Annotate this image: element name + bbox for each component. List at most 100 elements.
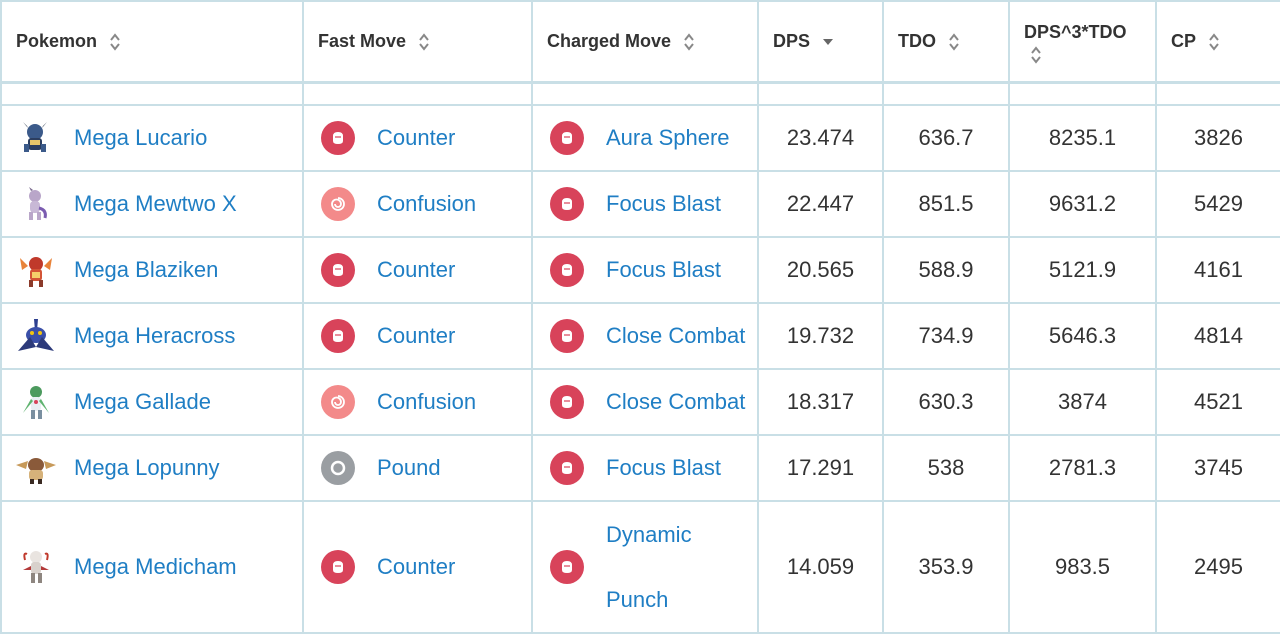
- fast-move-link[interactable]: Counter: [377, 323, 456, 348]
- column-header-dps[interactable]: DPS: [757, 0, 884, 84]
- column-header-label: Fast Move: [318, 30, 407, 51]
- pokemon-cell: Mega Heracross: [0, 302, 304, 370]
- pokemon-link[interactable]: Mega Lopunny: [74, 455, 220, 480]
- pokemon-cell: Mega Gallade: [0, 368, 304, 436]
- cp-value: 3826: [1155, 104, 1280, 172]
- tdo-value: 851.5: [882, 170, 1010, 238]
- fast-move-cell: Counter: [302, 500, 533, 634]
- pokemon-link[interactable]: Mega Blaziken: [74, 257, 219, 282]
- fast-move-link[interactable]: Confusion: [377, 191, 477, 216]
- mega-blaziken-sprite-icon: [14, 250, 58, 290]
- dps3tdo-value: 983.5: [1008, 500, 1157, 634]
- dps-value: 19.732: [757, 302, 884, 370]
- sort-both-icon: [1208, 33, 1219, 51]
- fast-move-cell: Confusion: [302, 170, 533, 238]
- cp-value: 3745: [1155, 434, 1280, 502]
- dps-value: 14.059: [757, 500, 884, 634]
- column-header-tdo[interactable]: TDO: [882, 0, 1010, 84]
- pokemon-link[interactable]: Mega Gallade: [74, 389, 211, 414]
- column-header-dps3tdo[interactable]: DPS^3*TDO: [1008, 0, 1157, 84]
- dps-value: 23.474: [757, 104, 884, 172]
- pokemon-cell: Mega Lopunny: [0, 434, 304, 502]
- charged-move-cell: Focus Blast: [531, 236, 759, 304]
- charged-move-cell: Aura Sphere: [531, 104, 759, 172]
- fast-move-cell: Confusion: [302, 368, 533, 436]
- table-row: Mega Mewtwo X Confusion Focus Blast 22.4…: [0, 170, 1280, 238]
- sort-both-icon: [684, 33, 694, 51]
- charged-move-link[interactable]: Focus Blast: [606, 257, 721, 282]
- fighting-type-icon: [321, 319, 355, 353]
- charged-move-link[interactable]: Close Combat: [606, 389, 746, 414]
- fast-move-link[interactable]: Pound: [377, 455, 441, 480]
- fast-move-link[interactable]: Counter: [377, 125, 456, 150]
- table-row: Mega Medicham Counter Dynamic Punch 14.0…: [0, 500, 1280, 634]
- dps3tdo-value: 2781.3: [1008, 434, 1157, 502]
- charged-move-link[interactable]: Focus Blast: [606, 455, 721, 480]
- cp-value: 4814: [1155, 302, 1280, 370]
- tdo-value: 636.7: [882, 104, 1010, 172]
- dps-value: 20.565: [757, 236, 884, 304]
- charged-move-link[interactable]: Dynamic Punch: [606, 502, 692, 632]
- filter-cell[interactable]: [882, 81, 1010, 106]
- sort-both-icon: [419, 33, 429, 51]
- sort-both-icon: [1031, 45, 1041, 64]
- pokemon-link[interactable]: Mega Heracross: [74, 323, 236, 348]
- charged-move-link-line2: Punch: [606, 587, 669, 612]
- normal-type-icon: [321, 451, 355, 485]
- pokemon-cell: Mega Medicham: [0, 500, 304, 634]
- filter-cell[interactable]: [531, 81, 759, 106]
- column-header-charged-move[interactable]: Charged Move: [531, 0, 759, 84]
- pokemon-link[interactable]: Mega Mewtwo X: [74, 191, 237, 216]
- mega-mewtwo-x-sprite-icon: [14, 184, 58, 224]
- charged-move-link[interactable]: Close Combat: [606, 323, 746, 348]
- pokemon-link[interactable]: Mega Lucario: [74, 125, 208, 150]
- pokemon-cell: Mega Lucario: [0, 104, 304, 172]
- column-header-fast-move[interactable]: Fast Move: [302, 0, 533, 84]
- table-header-row: Pokemon Fast Move Charged Move DPS TDO D…: [0, 0, 1280, 84]
- mega-lopunny-sprite-icon: [14, 448, 58, 488]
- tdo-value: 734.9: [882, 302, 1010, 370]
- dps-value: 17.291: [757, 434, 884, 502]
- table-row: Mega Lucario Counter Aura Sphere 23.474 …: [0, 104, 1280, 172]
- mega-lucario-sprite-icon: [14, 118, 58, 158]
- table-row: Mega Gallade Confusion Close Combat 18.3…: [0, 368, 1280, 436]
- psychic-type-icon: [321, 187, 355, 221]
- charged-move-link[interactable]: Aura Sphere: [606, 125, 730, 150]
- table-row: Mega Blaziken Counter Focus Blast 20.565…: [0, 236, 1280, 304]
- dps3tdo-value: 3874: [1008, 368, 1157, 436]
- cp-value: 2495: [1155, 500, 1280, 634]
- fast-move-cell: Counter: [302, 302, 533, 370]
- dps3tdo-value: 8235.1: [1008, 104, 1157, 172]
- sort-descending-icon: [823, 39, 834, 46]
- dps3tdo-value: 9631.2: [1008, 170, 1157, 238]
- cp-value: 4161: [1155, 236, 1280, 304]
- filter-cell[interactable]: [0, 81, 304, 106]
- column-header-label: Charged Move: [547, 30, 672, 51]
- fighting-type-icon: [550, 550, 584, 584]
- pokemon-link[interactable]: Mega Medicham: [74, 554, 237, 579]
- column-header-cp[interactable]: CP: [1155, 0, 1280, 84]
- charged-move-link[interactable]: Focus Blast: [606, 191, 721, 216]
- mega-medicham-sprite-icon: [14, 547, 58, 587]
- fast-move-link[interactable]: Counter: [377, 257, 456, 282]
- fast-move-link[interactable]: Confusion: [377, 389, 477, 414]
- tdo-value: 538: [882, 434, 1010, 502]
- tdo-value: 630.3: [882, 368, 1010, 436]
- filter-cell[interactable]: [302, 81, 533, 106]
- mega-gallade-sprite-icon: [14, 382, 58, 422]
- filter-cell[interactable]: [1008, 81, 1157, 106]
- charged-move-cell: Close Combat: [531, 368, 759, 436]
- column-header-label: Pokemon: [16, 30, 98, 51]
- fighting-type-icon: [550, 253, 584, 287]
- filter-cell[interactable]: [1155, 81, 1280, 106]
- filter-cell[interactable]: [757, 81, 884, 106]
- column-header-label: TDO: [898, 30, 936, 51]
- cp-value: 5429: [1155, 170, 1280, 238]
- fighting-type-icon: [550, 187, 584, 221]
- column-header-pokemon[interactable]: Pokemon: [0, 0, 304, 84]
- pokemon-cell: Mega Blaziken: [0, 236, 304, 304]
- dps3tdo-value: 5121.9: [1008, 236, 1157, 304]
- fighting-type-icon: [321, 253, 355, 287]
- fast-move-link[interactable]: Counter: [377, 554, 456, 579]
- charged-move-cell: Close Combat: [531, 302, 759, 370]
